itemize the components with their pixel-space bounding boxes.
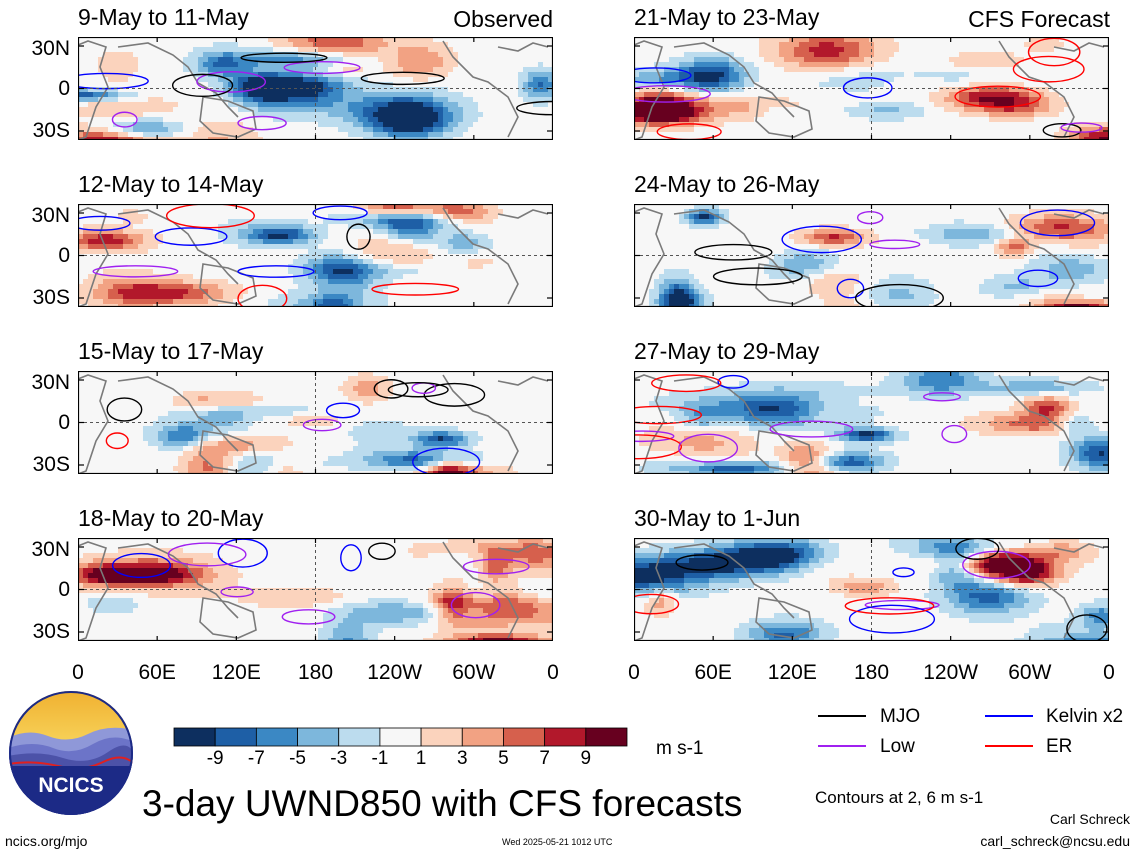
lon-label: 120E <box>767 661 817 684</box>
lon-label: 180 <box>297 661 334 684</box>
colorbar-swatch <box>297 727 340 747</box>
wind-map-8 <box>634 538 1109 641</box>
colorbar-swatch <box>585 727 628 747</box>
panel-title-2: 12-May to 14-May <box>78 171 264 197</box>
wind-map-3 <box>78 371 553 474</box>
panel-title-4: 18-May to 20-May <box>78 505 264 531</box>
logo-text: NCICS <box>38 774 103 797</box>
ncics-logo: NCICS <box>9 691 133 815</box>
lat-label-30s: 30S <box>32 119 70 142</box>
wind-map-4 <box>78 538 553 641</box>
lat-label-30n: 30N <box>31 37 70 60</box>
lat-label-0: 0 <box>58 578 70 601</box>
lat-label-30s: 30S <box>32 620 70 643</box>
lon-label: 0 <box>1103 661 1115 684</box>
lon-label: 0 <box>547 661 559 684</box>
colorbar-tick-label: -7 <box>247 748 265 769</box>
lon-label: 120E <box>211 661 261 684</box>
panel-title-1: 9-May to 11-May <box>78 4 249 30</box>
lat-label-0: 0 <box>58 77 70 100</box>
colorbar-tick-label: 3 <box>456 748 468 769</box>
colorbar-tick-label: -9 <box>206 748 224 769</box>
lon-label: 60E <box>694 661 732 684</box>
colorbar-tick-label: -5 <box>289 748 306 769</box>
colorbar-tick-label: 1 <box>415 748 427 769</box>
colorbar-swatch <box>214 727 257 747</box>
lat-label-30s: 30S <box>32 286 70 309</box>
lat-label-30s: 30S <box>32 453 70 476</box>
lat-label-0: 0 <box>58 244 70 267</box>
legend-label-er: ER <box>1046 736 1073 757</box>
colorbar <box>173 727 628 747</box>
legend-line-kelvin <box>985 715 1033 717</box>
lon-label: 180 <box>853 661 890 684</box>
footer-email[interactable]: carl_schreck@ncsu.edu <box>980 833 1130 849</box>
lat-label-30n: 30N <box>31 538 70 561</box>
footer-author: Carl Schreck <box>1049 811 1130 827</box>
panel-title-6: 24-May to 26-May <box>634 171 820 197</box>
panel-title-5: 21-May to 23-May <box>634 4 820 30</box>
legend-label-kelvin: Kelvin x2 <box>1046 706 1124 727</box>
legend-label-low: Low <box>880 736 915 757</box>
colorbar-swatch <box>379 727 422 747</box>
lon-label: 120W <box>923 661 979 684</box>
colorbar-units: m s-1 <box>656 738 704 759</box>
wind-map-5 <box>634 37 1109 140</box>
map-panel-2 <box>78 204 553 307</box>
colorbar-tick-label: 9 <box>580 748 592 769</box>
colorbar-swatch <box>420 727 463 747</box>
panel-title-7: 27-May to 29-May <box>634 338 820 364</box>
lat-label-30n: 30N <box>31 371 70 394</box>
wind-map-6 <box>634 204 1109 307</box>
cfs-forecast-label: CFS Forecast <box>968 6 1110 32</box>
panel-title-8: 30-May to 1-Jun <box>634 505 801 531</box>
footer-timestamp: Wed 2025-05-21 1012 UTC <box>502 837 613 847</box>
colorbar-swatch <box>461 727 504 747</box>
colorbar-tick-label: -1 <box>371 748 389 769</box>
colorbar-swatch <box>255 727 298 747</box>
legend-line-low <box>818 745 866 747</box>
map-panel-6 <box>634 204 1109 307</box>
colorbar-tick-label: -3 <box>330 748 348 769</box>
lat-label-0: 0 <box>58 411 70 434</box>
wind-map-1 <box>78 37 553 140</box>
lon-label: 0 <box>628 661 640 684</box>
legend-line-er <box>985 745 1033 747</box>
observed-label: Observed <box>453 6 553 32</box>
legend-line-mjo <box>818 715 866 717</box>
wind-map-2 <box>78 204 553 307</box>
colorbar-tick-label: 7 <box>539 748 550 769</box>
map-panel-1 <box>78 37 553 140</box>
lon-label: 60W <box>452 661 496 684</box>
map-panel-4 <box>78 538 553 641</box>
map-panel-5 <box>634 37 1109 140</box>
map-panel-7 <box>634 371 1109 474</box>
footer-website[interactable]: ncics.org/mjo <box>5 833 88 849</box>
lon-label: 60E <box>138 661 176 684</box>
colorbar-swatch <box>544 727 587 747</box>
lon-label: 60W <box>1008 661 1052 684</box>
legend-label-mjo: MJO <box>880 706 921 727</box>
main-title: 3-day UWND850 with CFS forecasts <box>142 783 743 824</box>
map-panel-8 <box>634 538 1109 641</box>
lat-label-30n: 30N <box>31 204 70 227</box>
contours-note: Contours at 2, 6 m s-1 <box>815 788 984 807</box>
colorbar-swatch <box>338 727 381 747</box>
lon-label: 0 <box>72 661 84 684</box>
wind-map-7 <box>634 371 1109 474</box>
lon-label: 120W <box>367 661 423 684</box>
colorbar-swatch <box>503 727 546 747</box>
map-panel-3 <box>78 371 553 474</box>
colorbar-tick-label: 5 <box>498 748 509 769</box>
panel-title-3: 15-May to 17-May <box>78 338 264 364</box>
colorbar-swatch <box>173 727 216 747</box>
